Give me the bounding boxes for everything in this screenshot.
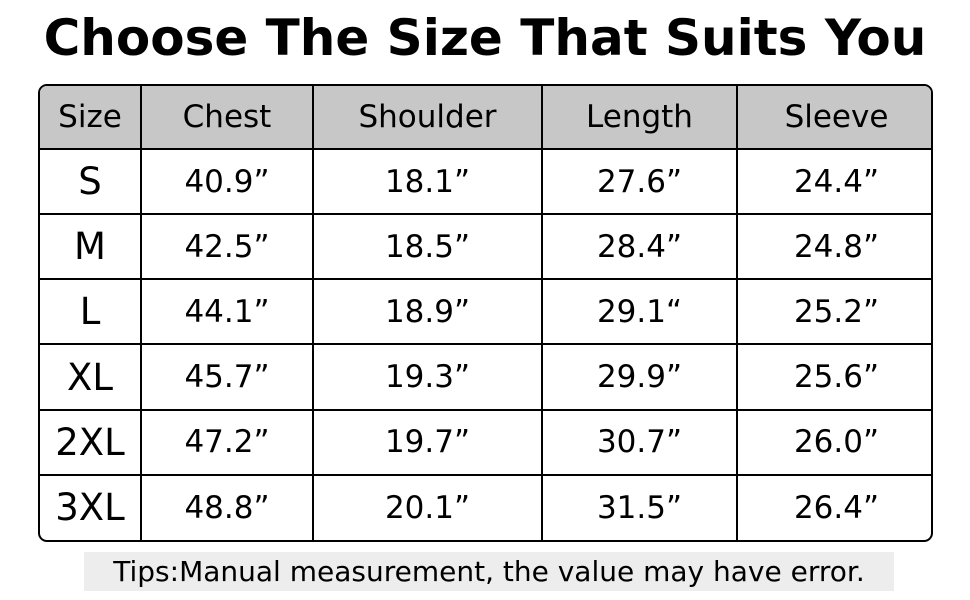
shoulder-cell: 18.9” [312, 278, 543, 346]
shoulder-cell: 20.1” [312, 473, 543, 540]
header-sleeve: Sleeve [736, 86, 931, 150]
tips-note: Tips:Manual measurement, the value may h… [84, 552, 894, 591]
shoulder-cell: 18.1” [312, 147, 543, 216]
table-row: XL 45.7” 19.3” 29.9” 25.6” [40, 343, 931, 411]
sleeve-cell: 24.8” [736, 213, 931, 281]
size-cell: 3XL [40, 473, 142, 540]
length-cell: 28.4” [541, 213, 738, 281]
chest-cell: 47.2” [140, 408, 314, 476]
chest-cell: 45.7” [140, 343, 314, 411]
size-cell: XL [40, 343, 142, 411]
chest-cell: 42.5” [140, 213, 314, 281]
chest-cell: 48.8” [140, 473, 314, 540]
size-cell: 2XL [40, 408, 142, 476]
length-cell: 31.5” [541, 473, 738, 540]
sleeve-cell: 26.4” [736, 473, 931, 540]
sleeve-cell: 25.2” [736, 278, 931, 346]
chest-cell: 40.9” [140, 147, 314, 216]
size-chart-table: Size Chest Shoulder Length Sleeve S 40.9… [40, 86, 931, 540]
table-row: L 44.1” 18.9” 29.1“ 25.2” [40, 278, 931, 346]
shoulder-cell: 19.3” [312, 343, 543, 411]
table-row: 3XL 48.8” 20.1” 31.5” 26.4” [40, 473, 931, 540]
shoulder-cell: 18.5” [312, 213, 543, 281]
sleeve-cell: 26.0” [736, 408, 931, 476]
size-cell: M [40, 213, 142, 281]
table-row: M 42.5” 18.5” 28.4” 24.8” [40, 213, 931, 281]
sleeve-cell: 25.6” [736, 343, 931, 411]
chest-cell: 44.1” [140, 278, 314, 346]
table-row: 2XL 47.2” 19.7” 30.7” 26.0” [40, 408, 931, 476]
length-cell: 30.7” [541, 408, 738, 476]
shoulder-cell: 19.7” [312, 408, 543, 476]
header-size: Size [40, 86, 142, 150]
size-cell: L [40, 278, 142, 346]
size-cell: S [40, 147, 142, 216]
length-cell: 29.1“ [541, 278, 738, 346]
table-row: S 40.9” 18.1” 27.6” 24.4” [40, 147, 931, 216]
size-chart-table-frame: Size Chest Shoulder Length Sleeve S 40.9… [38, 84, 933, 542]
page-title: Choose The Size That Suits You [43, 9, 927, 67]
table-header-row: Size Chest Shoulder Length Sleeve [40, 86, 931, 150]
header-chest: Chest [140, 86, 314, 150]
header-shoulder: Shoulder [312, 86, 543, 150]
length-cell: 27.6” [541, 147, 738, 216]
header-length: Length [541, 86, 738, 150]
length-cell: 29.9” [541, 343, 738, 411]
sleeve-cell: 24.4” [736, 147, 931, 216]
